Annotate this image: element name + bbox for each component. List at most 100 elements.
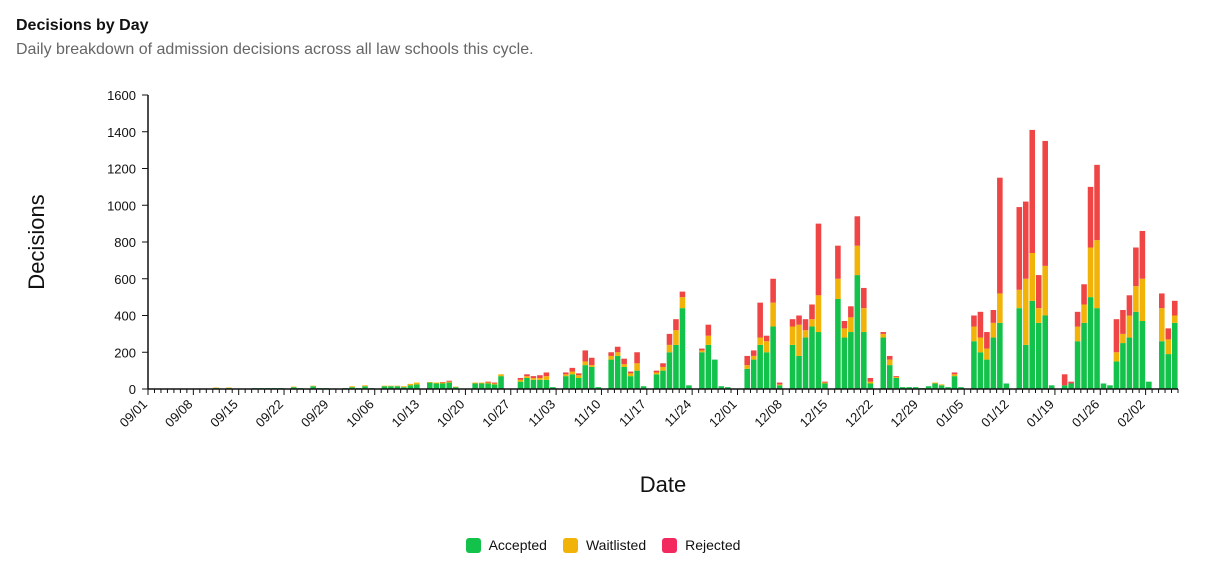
- bar-waitlisted[interactable]: [608, 355, 614, 360]
- bar-accepted[interactable]: [1171, 322, 1178, 389]
- bar-rejected[interactable]: [1029, 129, 1036, 254]
- bar-rejected[interactable]: [809, 304, 815, 320]
- bar-rejected[interactable]: [1126, 295, 1133, 316]
- bar-waitlisted[interactable]: [414, 382, 420, 385]
- bar-accepted[interactable]: [452, 387, 459, 389]
- bar-waitlisted[interactable]: [388, 385, 394, 387]
- bar-accepted[interactable]: [938, 385, 945, 389]
- bar-waitlisted[interactable]: [893, 377, 899, 378]
- bar-accepted[interactable]: [750, 359, 757, 389]
- bar-waitlisted[interactable]: [815, 295, 822, 333]
- bar-accepted[interactable]: [407, 385, 414, 389]
- bar-rejected[interactable]: [977, 311, 984, 338]
- bar-rejected[interactable]: [563, 372, 569, 375]
- bar-rejected[interactable]: [841, 321, 848, 329]
- bar-rejected[interactable]: [1074, 311, 1081, 327]
- bar-rejected[interactable]: [699, 348, 705, 351]
- bar-accepted[interactable]: [932, 383, 938, 389]
- bar-waitlisted[interactable]: [809, 319, 815, 327]
- bar-waitlisted[interactable]: [472, 382, 478, 384]
- bar-waitlisted[interactable]: [997, 293, 1003, 323]
- bar-accepted[interactable]: [595, 387, 601, 389]
- bar-waitlisted[interactable]: [401, 386, 407, 388]
- bar-rejected[interactable]: [653, 370, 660, 373]
- bar-rejected[interactable]: [1139, 230, 1146, 279]
- bar-accepted[interactable]: [414, 384, 420, 389]
- bar-accepted[interactable]: [848, 332, 854, 389]
- bar-waitlisted[interactable]: [932, 382, 938, 384]
- bar-waitlisted[interactable]: [1016, 289, 1023, 309]
- bar-rejected[interactable]: [439, 382, 446, 383]
- bar-accepted[interactable]: [478, 383, 485, 389]
- bar-accepted[interactable]: [945, 387, 951, 389]
- bar-accepted[interactable]: [1061, 385, 1068, 389]
- bar-accepted[interactable]: [582, 365, 589, 389]
- bar-waitlisted[interactable]: [854, 245, 861, 276]
- bar-waitlisted[interactable]: [634, 363, 640, 371]
- bar-accepted[interactable]: [401, 387, 407, 389]
- bar-accepted[interactable]: [770, 326, 776, 389]
- legend-item-waitlisted[interactable]: Waitlisted: [562, 537, 646, 553]
- bar-accepted[interactable]: [537, 379, 543, 389]
- bar-rejected[interactable]: [848, 306, 854, 318]
- bar-accepted[interactable]: [984, 359, 990, 389]
- bar-waitlisted[interactable]: [524, 376, 530, 378]
- bar-waitlisted[interactable]: [537, 377, 543, 380]
- bar-waitlisted[interactable]: [653, 372, 660, 375]
- bar-rejected[interactable]: [524, 374, 530, 377]
- bar-accepted[interactable]: [718, 386, 725, 389]
- bar-accepted[interactable]: [427, 382, 433, 389]
- bar-rejected[interactable]: [1068, 381, 1074, 384]
- bar-waitlisted[interactable]: [802, 330, 809, 338]
- bar-waitlisted[interactable]: [290, 386, 297, 388]
- bar-accepted[interactable]: [569, 374, 576, 389]
- bar-waitlisted[interactable]: [407, 383, 414, 386]
- bar-accepted[interactable]: [1133, 311, 1139, 389]
- bar-rejected[interactable]: [660, 363, 666, 367]
- bar-rejected[interactable]: [1113, 319, 1120, 353]
- bar-waitlisted[interactable]: [433, 382, 440, 384]
- bar-accepted[interactable]: [1022, 344, 1029, 389]
- bar-waitlisted[interactable]: [796, 324, 802, 356]
- bar-accepted[interactable]: [1087, 297, 1094, 390]
- bar-rejected[interactable]: [744, 355, 750, 366]
- bar-rejected[interactable]: [530, 376, 537, 378]
- bar-accepted[interactable]: [757, 344, 763, 389]
- bar-rejected[interactable]: [757, 302, 763, 338]
- bar-accepted[interactable]: [1048, 385, 1055, 389]
- bar-rejected[interactable]: [1061, 374, 1068, 386]
- bar-rejected[interactable]: [543, 372, 550, 377]
- bar-accepted[interactable]: [1029, 300, 1036, 389]
- bar-waitlisted[interactable]: [517, 379, 524, 382]
- bar-accepted[interactable]: [724, 387, 731, 389]
- bar-waitlisted[interactable]: [1029, 253, 1036, 301]
- bar-rejected[interactable]: [446, 380, 453, 382]
- bar-accepted[interactable]: [835, 298, 841, 389]
- bar-rejected[interactable]: [1022, 201, 1029, 279]
- bar-waitlisted[interactable]: [1139, 278, 1146, 322]
- bar-waitlisted[interactable]: [452, 386, 459, 388]
- bar-waitlisted[interactable]: [446, 381, 453, 383]
- bar-rejected[interactable]: [569, 367, 576, 372]
- bar-rejected[interactable]: [951, 372, 958, 375]
- bar-accepted[interactable]: [621, 366, 627, 389]
- bar-waitlisted[interactable]: [699, 350, 705, 353]
- bar-accepted[interactable]: [776, 385, 783, 389]
- bar-accepted[interactable]: [563, 376, 569, 389]
- bar-rejected[interactable]: [1120, 309, 1126, 334]
- bar-waitlisted[interactable]: [763, 341, 770, 353]
- bar-accepted[interactable]: [906, 387, 912, 389]
- bar-accepted[interactable]: [310, 386, 316, 389]
- bar-accepted[interactable]: [543, 379, 550, 389]
- bar-rejected[interactable]: [770, 278, 776, 303]
- bar-accepted[interactable]: [1042, 315, 1048, 390]
- bar-rejected[interactable]: [750, 350, 757, 356]
- bar-waitlisted[interactable]: [984, 348, 990, 360]
- bar-rejected[interactable]: [491, 382, 498, 384]
- bar-rejected[interactable]: [854, 216, 861, 246]
- bar-rejected[interactable]: [893, 376, 899, 378]
- bar-accepted[interactable]: [815, 332, 822, 389]
- bar-rejected[interactable]: [582, 350, 589, 362]
- bar-accepted[interactable]: [524, 377, 530, 389]
- bar-accepted[interactable]: [1094, 308, 1100, 389]
